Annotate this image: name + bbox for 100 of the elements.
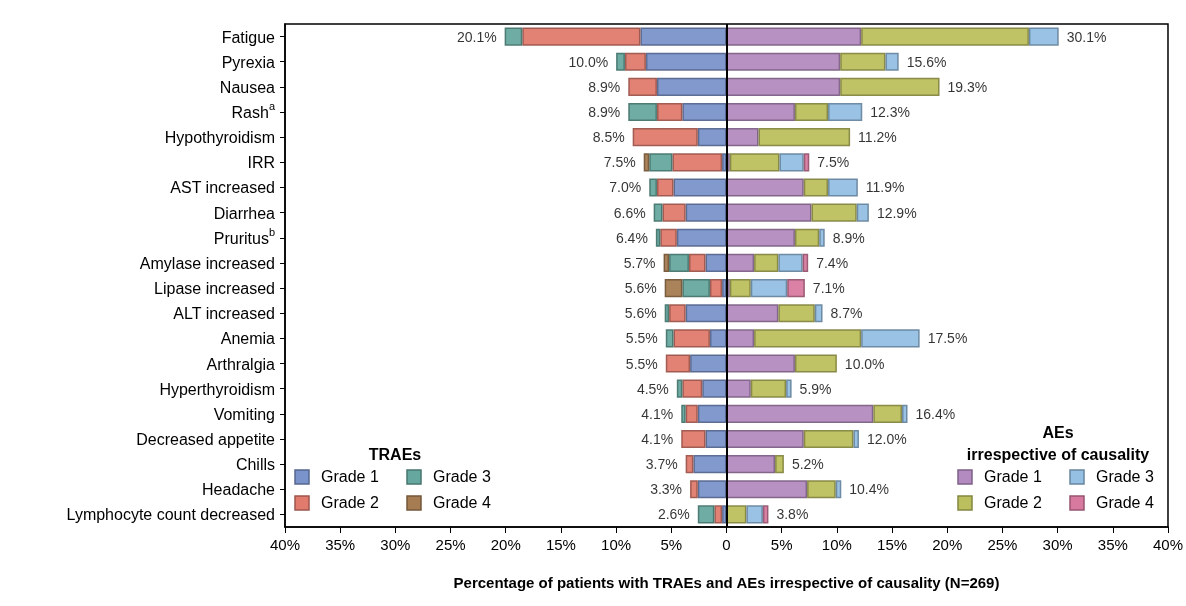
bar (901, 404, 908, 423)
annotation: 15.6% (906, 53, 947, 70)
x-tick-label: 20% (490, 536, 521, 553)
bar (840, 77, 940, 96)
bar (750, 279, 788, 298)
bar (726, 404, 874, 423)
bar (688, 253, 706, 272)
legend-label: Grade 2 (984, 493, 1042, 511)
bar (656, 178, 674, 197)
bar (722, 505, 727, 524)
legend-label: Grade 4 (1096, 493, 1154, 511)
annotation: 8.7% (830, 305, 863, 322)
x-tick-label: 20% (932, 536, 963, 553)
bar (709, 329, 727, 348)
bar (754, 329, 862, 348)
bar (702, 379, 727, 398)
bar (746, 505, 763, 524)
x-tick-label: 5% (660, 536, 683, 553)
x-axis-title: Percentage of patients with TRAEs and AEs irrespective of causality (N=269) (453, 574, 1000, 591)
annotation: 8.9% (588, 104, 621, 121)
bar (685, 203, 727, 222)
y-tick-label: ALT increased (173, 304, 275, 322)
bar (807, 480, 836, 499)
bar (811, 203, 857, 222)
annotation: 6.4% (615, 229, 648, 246)
bar (690, 480, 698, 499)
annotation: 11.2% (858, 129, 897, 146)
bar (676, 228, 727, 247)
bar (632, 128, 698, 147)
bar (624, 52, 646, 71)
x-tick-label: 30% (1042, 536, 1073, 553)
bar (685, 304, 727, 323)
bar (726, 253, 755, 272)
bar (669, 304, 686, 323)
annotation: 7.4% (816, 254, 849, 271)
bar (697, 505, 715, 524)
bar (653, 203, 663, 222)
annotation: 8.9% (832, 229, 865, 246)
annotation: 30.1% (1066, 28, 1107, 45)
y-tick-label: Pruritus$^{b}$ (213, 225, 275, 247)
legend-label: Grade 3 (433, 467, 491, 485)
annotation: 2.6% (657, 506, 690, 523)
x-tick-label: 25% (987, 536, 1018, 553)
bar (726, 128, 759, 147)
y-tick-label: IRR (247, 153, 275, 171)
bar (794, 102, 829, 122)
bar (794, 228, 820, 247)
bar (656, 102, 683, 122)
bar (726, 27, 862, 46)
bar (726, 203, 812, 222)
annotation: 5.5% (625, 355, 658, 372)
bar (705, 429, 727, 449)
bar (665, 329, 674, 348)
bar (775, 455, 784, 474)
x-tick-label: 40% (1152, 536, 1183, 553)
y-tick-label: Amylase increased (139, 254, 275, 272)
x-tick-label: 0 (722, 536, 731, 553)
bar (616, 52, 625, 71)
bar (682, 279, 710, 298)
y-tick-label: Lymphocyte count decreased (66, 505, 275, 523)
y-tick-label: Arthralgia (206, 355, 276, 373)
y-tick-label: Chills (235, 455, 275, 473)
bar (778, 253, 803, 272)
bar (726, 354, 795, 373)
bar (726, 429, 804, 449)
bar (853, 429, 859, 449)
x-tick-label: 35% (1097, 536, 1128, 553)
bar (786, 379, 792, 398)
bar (628, 77, 657, 96)
bar (803, 153, 810, 172)
bar (681, 404, 686, 423)
bar (726, 304, 779, 323)
legend-label: Grade 3 (1096, 467, 1154, 485)
annotation: 10.0% (844, 355, 885, 372)
bar (873, 404, 902, 423)
bar (726, 52, 841, 71)
y-tick-label: Hyperthyroidism (159, 380, 275, 398)
bar (726, 455, 776, 474)
bar (835, 480, 842, 499)
bar (828, 102, 863, 122)
x-tick-label: 25% (435, 536, 466, 553)
annotation: 10.4% (849, 481, 889, 498)
text: AEs irrespective of causality (966, 423, 1150, 463)
bar (779, 153, 804, 172)
annotation: 12.9% (876, 204, 917, 221)
annotation: 8.5% (592, 129, 625, 146)
annotation: 5.2% (791, 456, 824, 473)
annotation: 8.9% (588, 78, 621, 95)
bar (722, 279, 727, 298)
y-tick-label: Nausea (219, 78, 276, 96)
bar (705, 253, 727, 272)
x-tick-label: 15% (545, 536, 576, 553)
bar (697, 128, 727, 147)
bar (522, 27, 641, 46)
bar (663, 253, 670, 272)
bar (645, 52, 727, 71)
annotation: 20.1% (456, 28, 497, 45)
bar (856, 203, 869, 222)
annotation: 5.7% (623, 254, 656, 271)
annotation: 16.4% (915, 405, 956, 422)
